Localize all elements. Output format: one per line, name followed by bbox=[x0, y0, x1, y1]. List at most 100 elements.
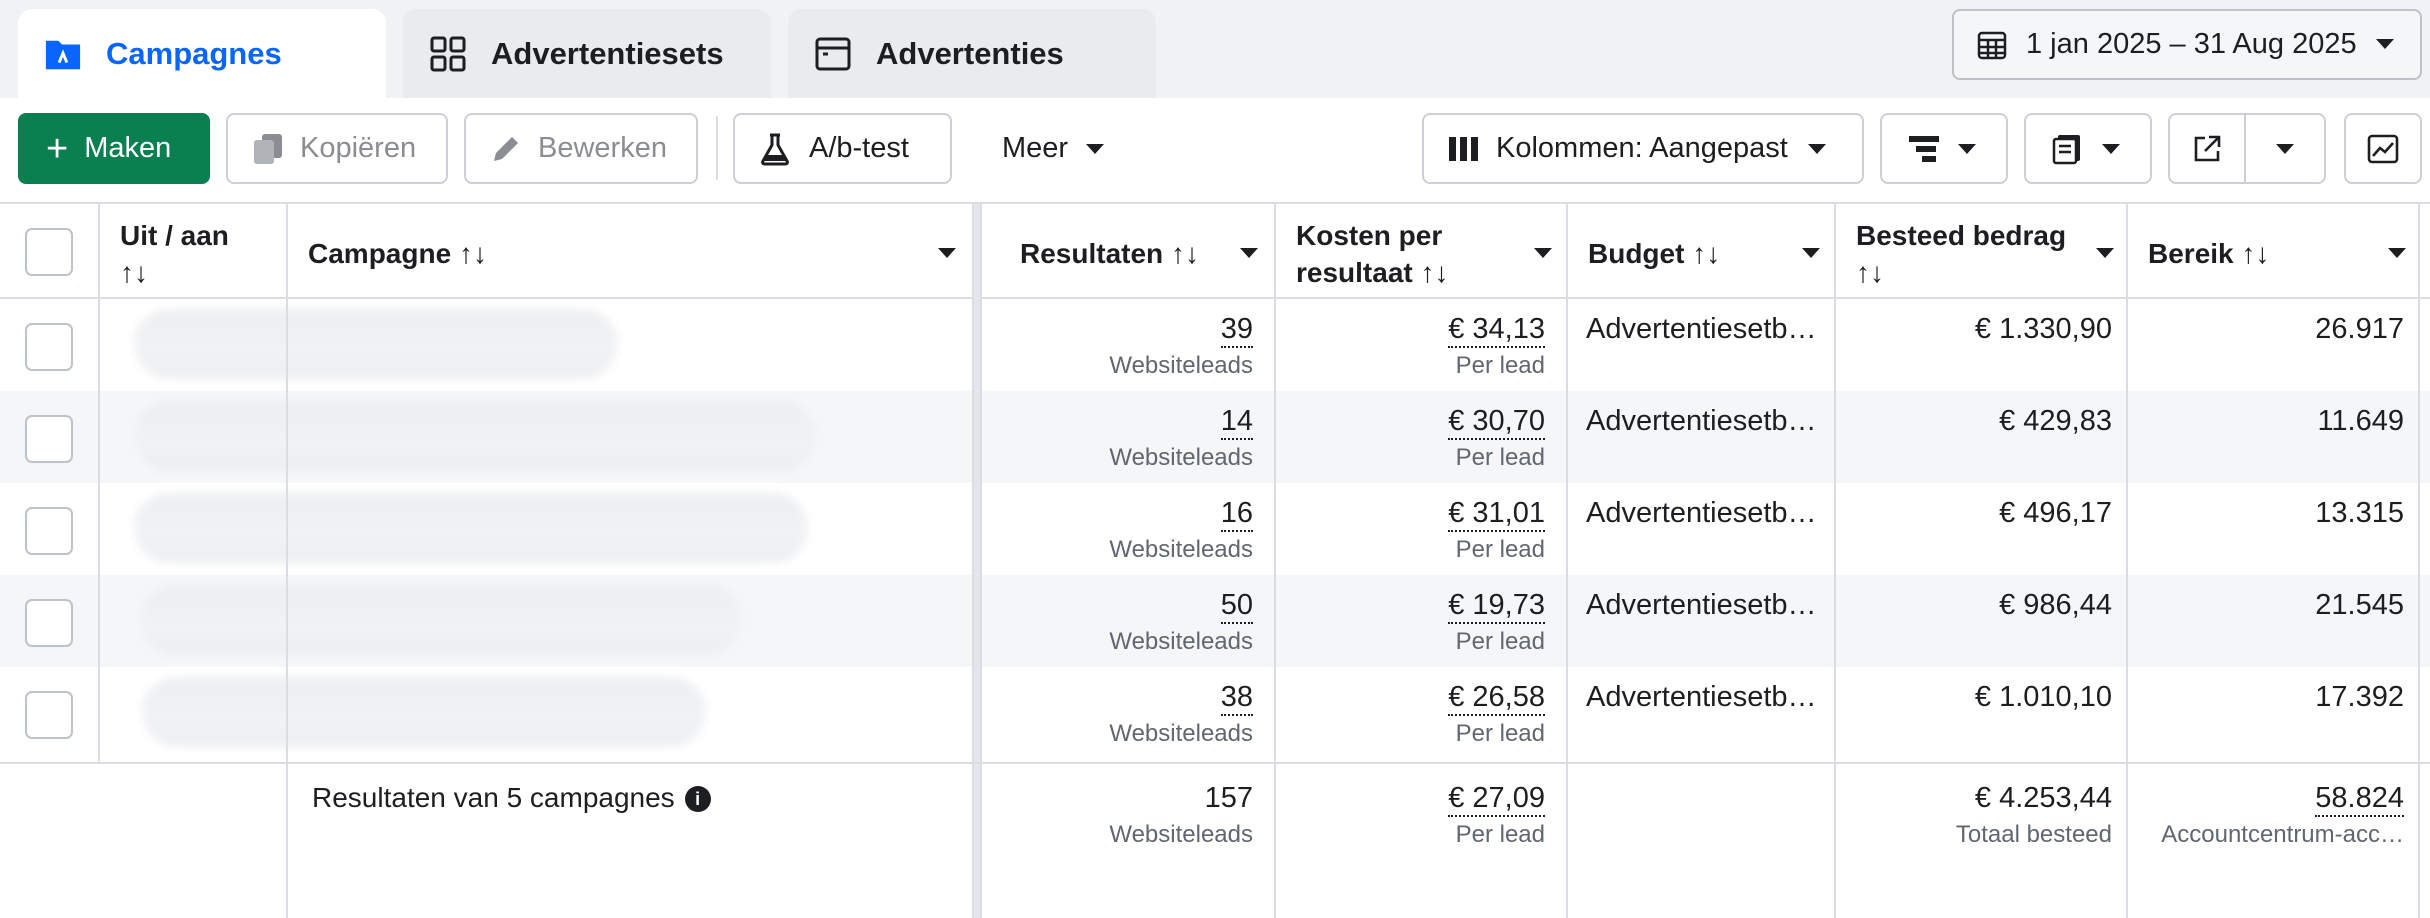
campaign-name-redacted[interactable] bbox=[142, 677, 706, 747]
column-cost-per-result[interactable]: Kosten per resultaat ↑↓ bbox=[1296, 204, 1556, 299]
column-results[interactable]: Resultaten ↑↓ bbox=[1020, 204, 1260, 299]
create-button-label: Maken bbox=[84, 132, 172, 164]
column-results-label: Resultaten bbox=[1020, 238, 1164, 269]
column-divider bbox=[1834, 204, 1836, 918]
export-icon[interactable] bbox=[2170, 115, 2246, 182]
create-button[interactable]: + Maken bbox=[18, 113, 210, 184]
select-all-checkbox[interactable] bbox=[25, 228, 73, 276]
tab-adsets[interactable]: Advertentiesets bbox=[403, 9, 771, 98]
campaign-name-redacted[interactable] bbox=[134, 309, 618, 379]
campaign-name-redacted[interactable] bbox=[140, 585, 742, 655]
row-cost[interactable]: € 31,01 bbox=[1448, 497, 1545, 532]
campaign-table: Uit / aan ↑↓ Campagne ↑↓ Resultaten ↑↓ K… bbox=[0, 202, 2430, 918]
copy-button-label: Kopiëren bbox=[300, 132, 417, 164]
column-divider bbox=[2418, 204, 2420, 918]
row-budget: Advertentiesetb… bbox=[1586, 405, 1817, 437]
row-spent: € 496,17 bbox=[1999, 497, 2112, 529]
chevron-down-icon bbox=[2096, 248, 2114, 258]
column-toggle[interactable]: Uit / aan ↑↓ bbox=[120, 204, 280, 299]
sort-icon: ↑↓ bbox=[1856, 257, 1884, 288]
row-budget: Advertentiesetb… bbox=[1586, 681, 1817, 713]
row-spent: € 1.010,10 bbox=[1974, 681, 2112, 713]
tab-ads[interactable]: Advertenties bbox=[788, 9, 1156, 98]
chevron-down-icon bbox=[2102, 143, 2120, 154]
flask-icon bbox=[757, 131, 793, 167]
copy-button[interactable]: Kopiëren bbox=[226, 113, 448, 184]
sort-icon: ↑↓ bbox=[120, 257, 148, 288]
row-results[interactable]: 14 bbox=[1220, 405, 1253, 440]
row-results-value: 50 bbox=[1220, 589, 1253, 624]
row-results[interactable]: 50 bbox=[1220, 589, 1253, 624]
frozen-column-divider[interactable] bbox=[972, 204, 982, 918]
row-checkbox[interactable] bbox=[25, 415, 73, 463]
reports-dropdown[interactable] bbox=[2024, 113, 2152, 184]
row-cost-unit: Per lead bbox=[1455, 444, 1545, 471]
summary-label-wrap: Resultaten van 5 campagnes i bbox=[312, 782, 711, 814]
summary-label: Resultaten van 5 campagnes bbox=[312, 782, 675, 813]
chart-button[interactable] bbox=[2344, 113, 2422, 184]
edit-button[interactable]: Bewerken bbox=[464, 113, 698, 184]
sort-icon: ↑↓ bbox=[1420, 257, 1449, 288]
table-row[interactable]: 16 Websiteleads € 31,01 Per lead Advertentie… bbox=[0, 483, 2430, 575]
column-divider bbox=[2126, 204, 2128, 918]
row-cost[interactable]: € 19,73 bbox=[1448, 589, 1545, 624]
row-results-value: 14 bbox=[1220, 405, 1253, 440]
columns-label: Kolommen: Aangepast bbox=[1496, 132, 1788, 164]
row-results[interactable]: 38 bbox=[1220, 681, 1253, 716]
summary-row: Resultaten van 5 campagnes i 157 Websitel… bbox=[0, 762, 2430, 918]
chevron-down-icon bbox=[1086, 143, 1105, 154]
more-dropdown[interactable]: Meer bbox=[978, 113, 1128, 184]
table-row[interactable]: 38 Websiteleads € 26,58 Per lead Advertentie… bbox=[0, 667, 2430, 759]
chevron-down-icon bbox=[938, 248, 956, 258]
summary-reach-value: 58.824 bbox=[2315, 782, 2404, 817]
row-cost-value: € 26,58 bbox=[1448, 681, 1545, 716]
row-cost-unit: Per lead bbox=[1455, 720, 1545, 747]
row-checkbox[interactable] bbox=[25, 599, 73, 647]
ab-test-label: A/b-test bbox=[809, 132, 909, 164]
row-cost[interactable]: € 30,70 bbox=[1448, 405, 1545, 440]
date-range-picker[interactable]: 1 jan 2025 – 31 Aug 2025 bbox=[1952, 9, 2422, 80]
table-row[interactable]: 14 Websiteleads € 30,70 Per lead Advertentie… bbox=[0, 391, 2430, 483]
row-cost[interactable]: € 34,13 bbox=[1448, 313, 1545, 348]
info-icon[interactable]: i bbox=[684, 786, 711, 812]
ads-window-icon bbox=[814, 35, 852, 73]
row-spent: € 429,83 bbox=[1999, 405, 2112, 437]
row-results[interactable]: 16 bbox=[1220, 497, 1253, 532]
adsets-grid-icon bbox=[429, 35, 467, 73]
column-campaign[interactable]: Campagne ↑↓ bbox=[308, 204, 958, 299]
row-checkbox[interactable] bbox=[25, 323, 73, 371]
column-reach[interactable]: Bereik ↑↓ bbox=[2148, 204, 2410, 299]
chevron-down-icon bbox=[1240, 248, 1258, 258]
row-spent: € 1.330,90 bbox=[1974, 313, 2112, 345]
table-row[interactable]: 39 Websiteleads € 34,13 Per lead Advertentie… bbox=[0, 299, 2430, 391]
column-divider bbox=[1566, 204, 1568, 918]
row-cost[interactable]: € 26,58 bbox=[1448, 681, 1545, 716]
export-dropdown[interactable] bbox=[2246, 143, 2324, 154]
summary-spent-note: Totaal besteed bbox=[1955, 821, 2112, 848]
campaign-name-redacted[interactable] bbox=[134, 401, 816, 471]
row-result-type: Websiteleads bbox=[1109, 720, 1253, 747]
ab-test-button[interactable]: A/b-test bbox=[733, 113, 952, 184]
pencil-icon bbox=[488, 131, 524, 167]
column-budget[interactable]: Budget ↑↓ bbox=[1588, 204, 1828, 299]
row-results-value: 16 bbox=[1220, 497, 1253, 532]
column-cost-label-2: resultaat bbox=[1296, 257, 1413, 288]
summary-cost[interactable]: € 27,09 bbox=[1448, 782, 1545, 817]
tab-campaigns[interactable]: Campagnes bbox=[18, 9, 386, 98]
breakdown-dropdown[interactable] bbox=[1880, 113, 2008, 184]
column-spent[interactable]: Besteed bedrag ↑↓ bbox=[1856, 204, 2116, 299]
summary-reach[interactable]: 58.824 bbox=[2315, 782, 2404, 817]
chevron-down-icon bbox=[1534, 248, 1552, 258]
table-row[interactable]: 50 Websiteleads € 19,73 Per lead Advertentie… bbox=[0, 575, 2430, 667]
row-result-type: Websiteleads bbox=[1109, 352, 1253, 379]
campaign-name-redacted[interactable] bbox=[134, 493, 808, 563]
row-budget: Advertentiesetb… bbox=[1586, 497, 1817, 529]
more-label: Meer bbox=[1002, 132, 1069, 164]
row-results[interactable]: 39 bbox=[1220, 313, 1253, 348]
column-divider bbox=[1274, 204, 1276, 918]
row-budget: Advertentiesetb… bbox=[1586, 589, 1817, 621]
row-checkbox[interactable] bbox=[25, 691, 73, 739]
columns-icon bbox=[1446, 131, 1482, 167]
row-checkbox[interactable] bbox=[25, 507, 73, 555]
columns-dropdown[interactable]: Kolommen: Aangepast bbox=[1422, 113, 1864, 184]
